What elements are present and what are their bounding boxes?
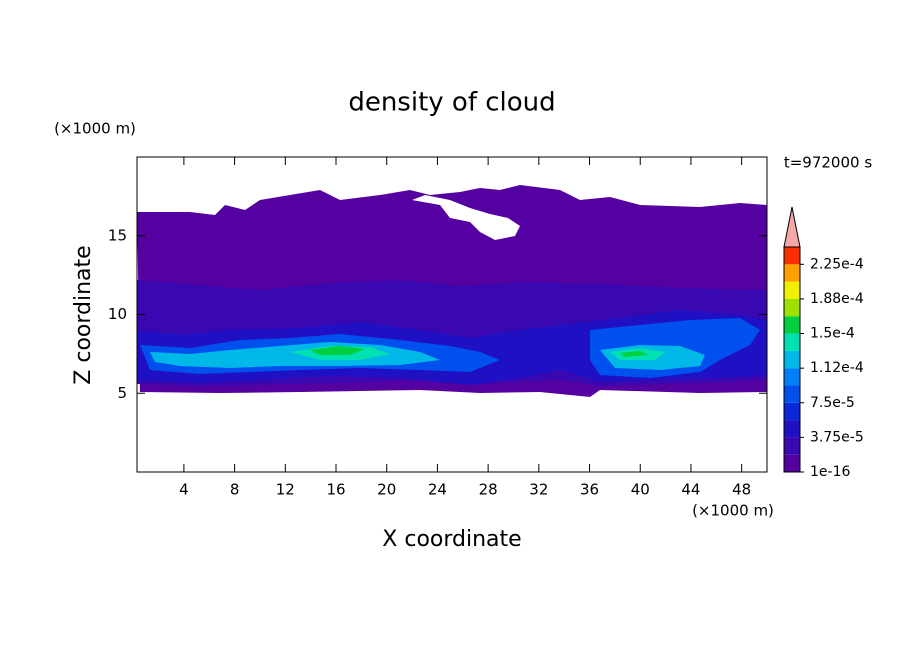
colorbar-segment (784, 247, 800, 265)
x-tick-label: 8 (230, 481, 240, 499)
colorbar-segment (784, 333, 800, 351)
colorbar-segment (784, 298, 800, 317)
x-tick-label: 4 (179, 481, 189, 499)
colorbar-segment (784, 264, 800, 282)
x-tick-label: 36 (580, 481, 599, 499)
x-tick-label: 16 (326, 481, 345, 499)
colorbar-segment (784, 437, 800, 455)
cloud-gap (412, 195, 520, 240)
colorbar-tick-label: 3.75e-5 (810, 429, 864, 445)
y-axis-label: Z coordinate (71, 245, 96, 384)
x-tick-label: 40 (631, 481, 650, 499)
x-tick-label: 12 (276, 481, 295, 499)
contour-level (290, 346, 665, 360)
colorbar-segment (784, 316, 800, 334)
colorbar-tick-label: 2.25e-4 (810, 256, 864, 272)
y-tick-label: 10 (108, 305, 127, 323)
colorbar-segment (784, 368, 800, 386)
x-axis-label: X coordinate (382, 527, 521, 552)
colorbar-tick-label: 1.5e-4 (810, 326, 855, 342)
x-tick-label: 32 (529, 481, 548, 499)
colorbar-extend (783, 206, 801, 248)
colorbar-tick-label: 1e-16 (810, 464, 850, 480)
colorbar-tick-label: 7.5e-5 (810, 395, 855, 411)
colorbar-frame (783, 246, 801, 473)
x-tick-label: 28 (479, 481, 498, 499)
contour-level (310, 346, 648, 357)
x-tick-label: 48 (732, 481, 751, 499)
y-tick-label: 15 (108, 226, 127, 244)
colorbar-segment (784, 350, 800, 369)
colorbar-tick-label: 1.12e-4 (810, 360, 864, 376)
colorbar-segment (784, 281, 800, 299)
x-tick-label: 24 (428, 481, 447, 499)
chart-title: density of cloud (348, 88, 555, 118)
x-tick-label: 20 (377, 481, 396, 499)
colorbar-tick-label: 1.88e-4 (810, 291, 864, 307)
y-unit: (×1000 m) (54, 120, 136, 138)
y-tick-label: 5 (117, 384, 127, 402)
colorbar-segment (784, 402, 800, 421)
colorbar-segment (784, 420, 800, 438)
colorbar-segment (784, 385, 800, 403)
contour-level (150, 342, 705, 370)
time-label: t=972000 s (784, 154, 872, 172)
x-unit: (×1000 m) (692, 502, 774, 520)
x-tick-label: 44 (681, 481, 700, 499)
colorbar-segment (784, 454, 800, 472)
contour-field (137, 185, 767, 397)
